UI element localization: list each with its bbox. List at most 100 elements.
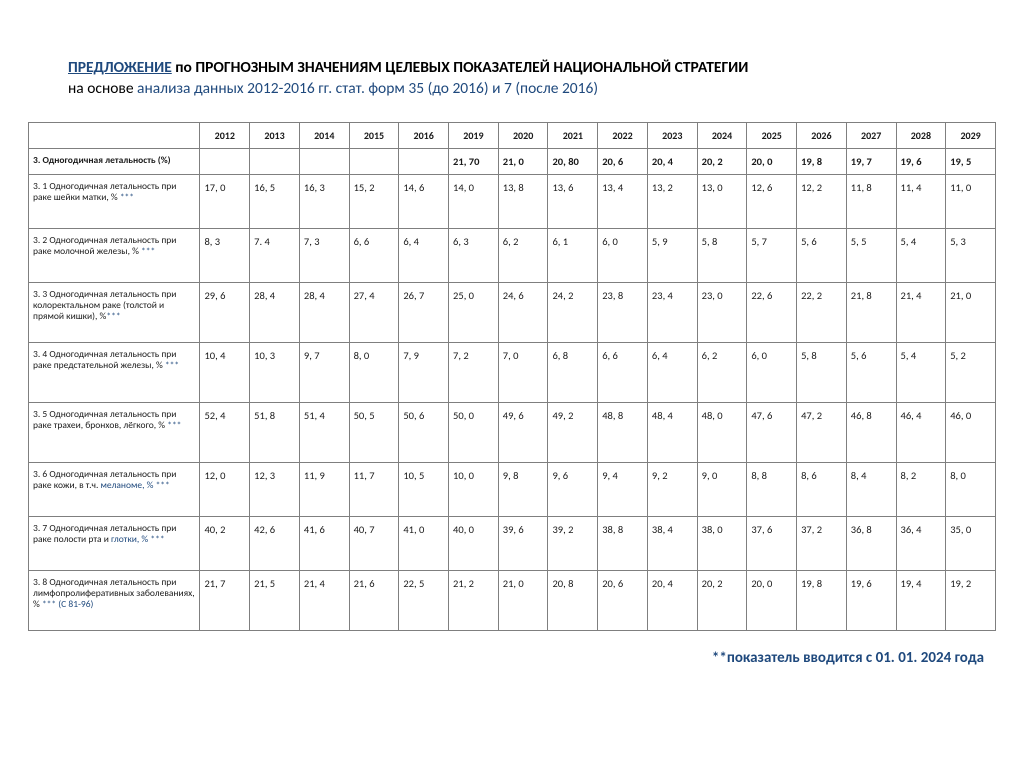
table-cell: 20, 6: [598, 149, 648, 175]
table-cell: 5, 8: [797, 343, 847, 403]
table-cell: 7. 4: [250, 229, 300, 283]
table-cell: 28, 4: [299, 283, 349, 343]
table-cell: 29, 6: [200, 283, 250, 343]
row-label-suffix: ***: [106, 310, 120, 322]
table-cell: 10, 3: [250, 343, 300, 403]
table-cell: 47, 2: [797, 403, 847, 463]
table-cell: 20, 4: [647, 571, 697, 631]
row-label-text: 3. 5 Одногодичная летальность при раке т…: [33, 408, 176, 431]
table-cell: 6, 8: [548, 343, 598, 403]
table-cell: 11, 0: [946, 175, 996, 229]
table-cell: [399, 149, 449, 175]
table-head: 2012 2013 2014 2015 2016 2019 2020 2021 …: [29, 123, 996, 149]
table-cell: 9, 8: [498, 463, 548, 517]
table-cell: 12, 0: [200, 463, 250, 517]
table-row: 3. 4 Одногодичная летальность при раке п…: [29, 343, 996, 403]
table-cell: 8, 2: [896, 463, 946, 517]
table-cell: 11, 4: [896, 175, 946, 229]
title-rest: по ПРОГНОЗНЫМ ЗНАЧЕНИЯМ ЦЕЛЕВЫХ ПОКАЗАТЕ…: [172, 58, 749, 77]
table-cell: 6, 0: [747, 343, 797, 403]
table-cell: [200, 149, 250, 175]
table-cell: 25, 0: [449, 283, 499, 343]
table-cell: 50, 5: [349, 403, 399, 463]
table-row: 3. 1 Одногодичная летальность при раке ш…: [29, 175, 996, 229]
year-header: 2014: [299, 123, 349, 149]
section-row: 3. Одногодичная летальность (%)21, 7021,…: [29, 149, 996, 175]
table-cell: 19, 8: [797, 571, 847, 631]
year-header: 2019: [449, 123, 499, 149]
table-row: 3. 2 Одногодичная летальность при раке м…: [29, 229, 996, 283]
table-cell: 5, 8: [697, 229, 747, 283]
table-cell: 20, 0: [747, 149, 797, 175]
table-cell: 9, 7: [299, 343, 349, 403]
table-cell: 22, 2: [797, 283, 847, 343]
year-header: 2015: [349, 123, 399, 149]
table-cell: 9, 0: [697, 463, 747, 517]
table-cell: 39, 2: [548, 517, 598, 571]
table-cell: 8, 4: [846, 463, 896, 517]
table-cell: 21, 0: [498, 571, 548, 631]
year-header: 2026: [797, 123, 847, 149]
row-label: 3. 6 Одногодичная летальность при раке к…: [29, 463, 200, 517]
year-header: 2028: [896, 123, 946, 149]
row-label-suffix: ***: [165, 359, 179, 371]
table-cell: 14, 0: [449, 175, 499, 229]
table-cell: 21, 4: [299, 571, 349, 631]
table-cell: 42, 6: [250, 517, 300, 571]
table-cell: 28, 4: [250, 283, 300, 343]
table-cell: 27, 4: [349, 283, 399, 343]
table-cell: 6, 1: [548, 229, 598, 283]
table-cell: 50, 6: [399, 403, 449, 463]
table-cell: 12, 2: [797, 175, 847, 229]
table-cell: 6, 4: [647, 343, 697, 403]
table-cell: 12, 6: [747, 175, 797, 229]
row-label: 3. 1 Одногодичная летальность при раке ш…: [29, 175, 200, 229]
row-label: 3. 4 Одногодичная летальность при раке п…: [29, 343, 200, 403]
table-cell: 9, 6: [548, 463, 598, 517]
table-cell: [349, 149, 399, 175]
table-cell: 49, 6: [498, 403, 548, 463]
table-cell: 15, 2: [349, 175, 399, 229]
table-cell: 40, 0: [449, 517, 499, 571]
table-cell: 19, 8: [797, 149, 847, 175]
row-label: 3. 3 Одногодичная летальность при колоре…: [29, 283, 200, 343]
table-cell: 52, 4: [200, 403, 250, 463]
table-cell: 19, 5: [946, 149, 996, 175]
table-cell: 23, 8: [598, 283, 648, 343]
table-cell: 14, 6: [399, 175, 449, 229]
year-header: 2021: [548, 123, 598, 149]
table-cell: 36, 8: [846, 517, 896, 571]
year-header: 2013: [250, 123, 300, 149]
table-row: 3. 3 Одногодичная летальность при колоре…: [29, 283, 996, 343]
table-cell: 37, 6: [747, 517, 797, 571]
table-cell: 5, 7: [747, 229, 797, 283]
table-cell: 13, 2: [647, 175, 697, 229]
table-cell: 5, 6: [797, 229, 847, 283]
table-cell: 22, 6: [747, 283, 797, 343]
page-container: ПРЕДЛОЖЕНИЕ по ПРОГНОЗНЫМ ЗНАЧЕНИЯМ ЦЕЛЕ…: [0, 0, 1024, 667]
table-cell: 24, 2: [548, 283, 598, 343]
table-cell: 23, 4: [647, 283, 697, 343]
table-cell: 6, 3: [449, 229, 499, 283]
table-cell: 11, 7: [349, 463, 399, 517]
table-cell: 5, 3: [946, 229, 996, 283]
table-cell: 5, 5: [846, 229, 896, 283]
table-cell: 35, 0: [946, 517, 996, 571]
table-cell: 9, 2: [647, 463, 697, 517]
row-label-suffix: ***: [120, 191, 134, 203]
table-cell: 50, 0: [449, 403, 499, 463]
table-cell: 20, 0: [747, 571, 797, 631]
table-cell: 47, 6: [747, 403, 797, 463]
table-cell: 38, 4: [647, 517, 697, 571]
table-cell: 20, 4: [647, 149, 697, 175]
table-cell: [250, 149, 300, 175]
header-empty: [29, 123, 200, 149]
row-label-suffix: ***: [167, 419, 181, 431]
table-cell: 48, 0: [697, 403, 747, 463]
table-cell: 46, 0: [946, 403, 996, 463]
table-cell: 11, 8: [846, 175, 896, 229]
table-cell: 6, 6: [349, 229, 399, 283]
table-cell: 10, 4: [200, 343, 250, 403]
table-cell: 38, 8: [598, 517, 648, 571]
table-cell: 10, 0: [449, 463, 499, 517]
